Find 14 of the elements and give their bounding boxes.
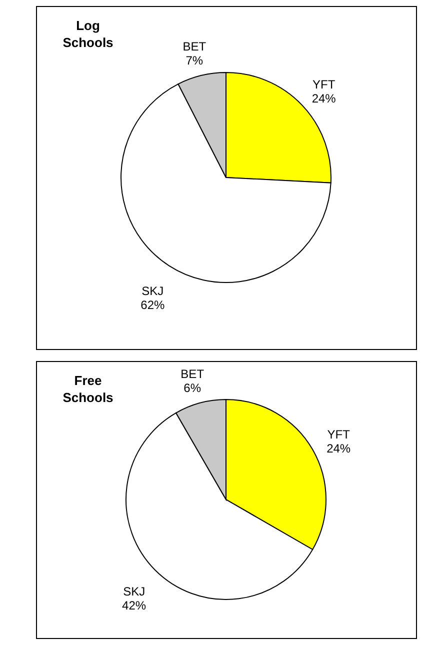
- slice-label: BET: [180, 366, 205, 381]
- data-label: 62%: [140, 298, 165, 312]
- data-label: 42%: [122, 598, 146, 612]
- slice-label: YFT: [327, 428, 351, 442]
- data-label: 24%: [326, 442, 351, 456]
- text: Free Schools: [62, 373, 114, 405]
- slice-label: BET: [182, 39, 207, 54]
- data-label: 24%: [312, 91, 336, 106]
- slice-label: YFT: [312, 77, 336, 92]
- data-label: 7%: [186, 53, 204, 68]
- slice-label: SKJ: [142, 284, 164, 298]
- data-label: 6%: [184, 380, 202, 395]
- slice-label: SKJ: [123, 584, 146, 598]
- chart-title: Log Schools: [62, 18, 114, 50]
